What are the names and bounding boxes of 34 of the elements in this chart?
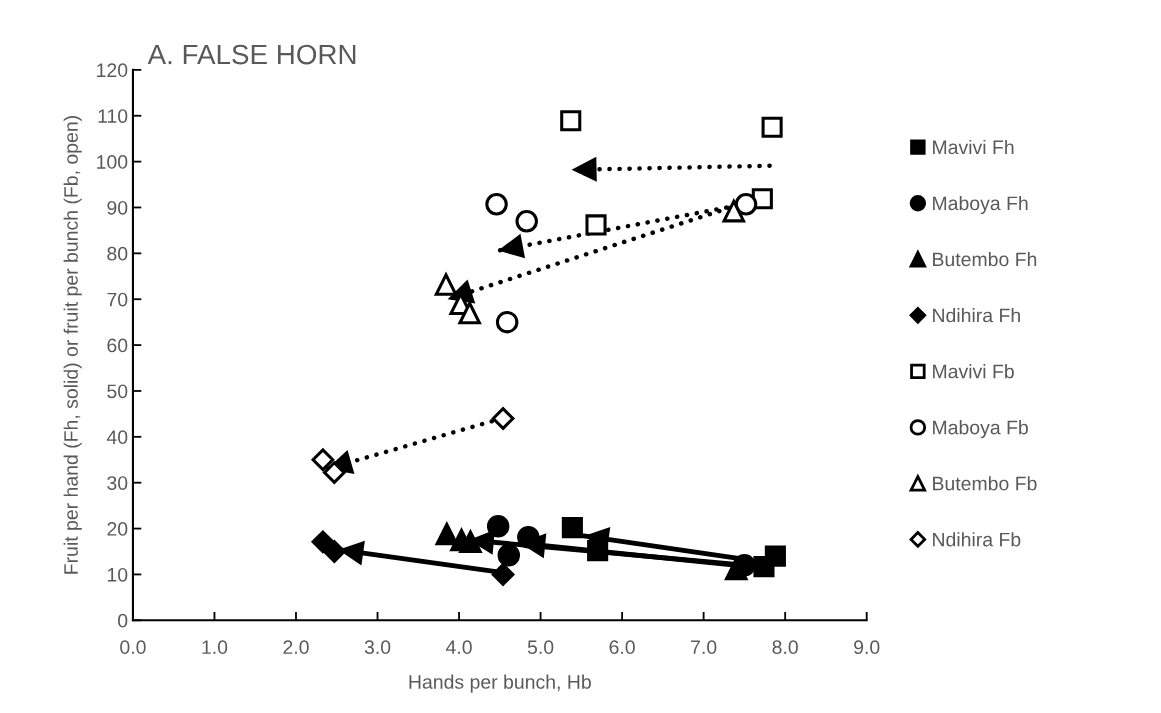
x-tick-label: 5.0 <box>527 640 554 655</box>
legend-label: Ndihira Fb <box>933 532 1021 547</box>
y-tick-label: 70 <box>107 292 128 307</box>
legend-label: Maboya Fh <box>933 195 1028 215</box>
y-tick-label: 0 <box>118 613 128 628</box>
legend-label: Ndihira Fh <box>933 308 1020 323</box>
y-tick-label: 120 <box>97 63 128 78</box>
legend-label: Maboya Fb <box>933 420 1028 439</box>
x-tick-label: 3.0 <box>364 640 391 655</box>
y-tick-label: 60 <box>107 338 128 353</box>
chart-title: A. FALSE HORN <box>147 44 356 65</box>
y-tick-label: 90 <box>107 200 128 215</box>
x-tick-label: 4.0 <box>445 640 472 655</box>
y-tick-label: 50 <box>107 384 128 399</box>
y-tick-label: 20 <box>107 522 128 536</box>
x-tick-label: 8.0 <box>772 640 798 655</box>
y-axis-title: Fruit per hand (Fh, solid) or fruit per bunch (Fb, open) <box>63 116 82 574</box>
legend-label: Mavivi Fh <box>933 139 1014 155</box>
y-tick-label: 80 <box>107 246 128 261</box>
y-tick-label: 100 <box>97 155 128 169</box>
y-tick-label: 110 <box>98 109 128 123</box>
x-tick-label: 0.0 <box>120 640 146 655</box>
legend-label: Mavivi Fb <box>933 364 1014 379</box>
x-tick-label: 6.0 <box>609 640 635 655</box>
x-tick-label: 7.0 <box>691 640 717 655</box>
x-tick-label: 9.0 <box>854 640 880 655</box>
x-tick-label: 1.0 <box>202 640 228 655</box>
legend-label: Butembo Fh <box>933 251 1037 267</box>
legend-label: Butembo Fb <box>933 476 1037 491</box>
y-tick-label: 30 <box>107 476 128 490</box>
y-tick-label: 10 <box>107 567 128 582</box>
x-tick-label: 2.0 <box>283 640 309 655</box>
y-tick-label: 40 <box>106 430 128 445</box>
x-axis-title: Hands per bunch, Hb <box>409 674 591 693</box>
